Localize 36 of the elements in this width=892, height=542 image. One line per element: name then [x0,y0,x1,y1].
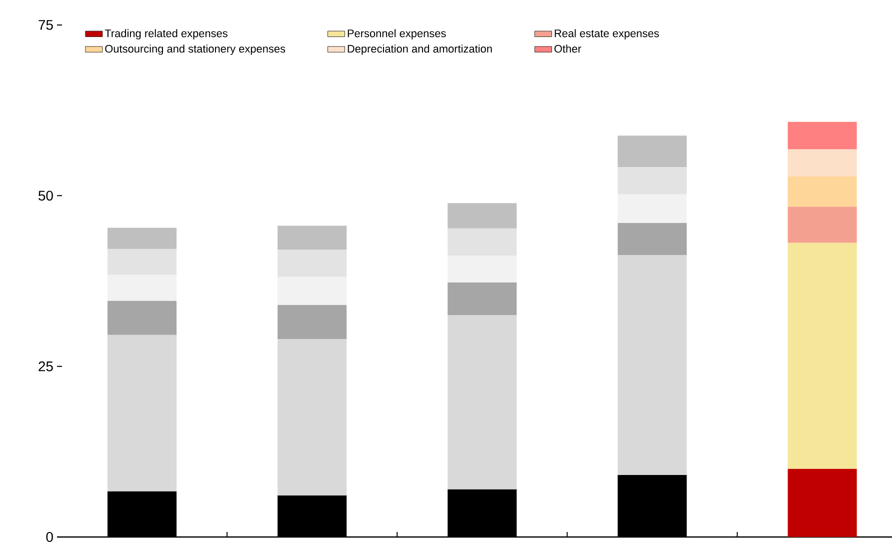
bar [618,194,687,223]
legend-label: Real estate expenses [554,29,659,40]
bar [278,226,347,250]
bar [108,228,177,249]
bar [618,166,687,194]
bar [278,250,347,277]
bar [788,176,857,207]
legend-label: Trading related expenses [104,29,228,40]
bar [278,304,347,340]
bar [108,248,177,275]
bar [788,468,857,537]
bar [618,136,687,167]
bar [788,149,857,177]
y-tick-label: 25 [38,361,53,372]
bar [278,276,347,305]
bar [788,122,857,150]
legend-label: Personnel expenses [348,29,446,40]
bar [448,203,517,228]
bar [448,282,517,316]
bar [618,255,687,475]
bar [448,315,517,490]
bar [108,300,177,335]
bar [278,339,347,496]
bar [108,274,177,301]
legend-label: Outsourcing and stationery expenses [105,44,286,55]
bar [448,256,517,282]
legend-label: Other [554,44,582,53]
bar [788,206,857,243]
bar [108,334,177,492]
y-tick-label: 75 [38,20,53,30]
bar [788,242,857,469]
legend-label: Depreciation and amortization [348,44,492,55]
bar [448,228,517,256]
bar [618,222,687,256]
y-tick-label: 50 [38,190,53,201]
y-tick-label: 0 [46,532,53,542]
